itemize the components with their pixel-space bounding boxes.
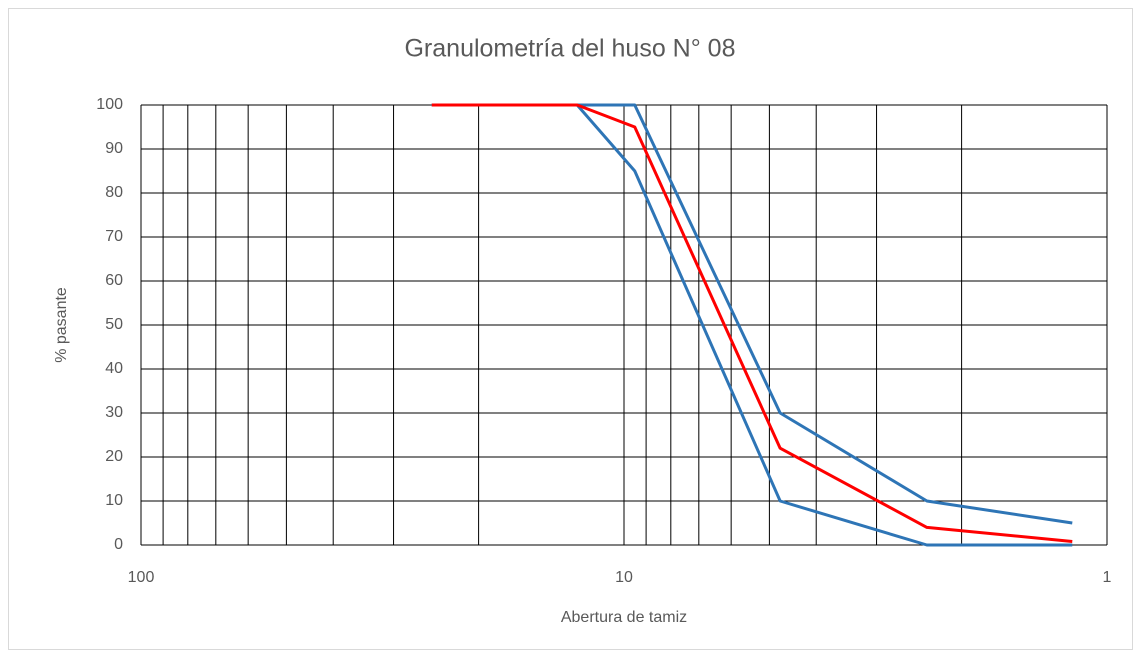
y-tick-label: 50 bbox=[105, 316, 123, 333]
data-line bbox=[431, 103, 1073, 543]
y-tick-label: 20 bbox=[105, 448, 123, 465]
x-tick-label: 10 bbox=[615, 569, 633, 586]
y-tick-label: 30 bbox=[105, 404, 123, 421]
y-tick-label: 80 bbox=[105, 184, 123, 201]
y-tick-label: 100 bbox=[96, 96, 123, 113]
y-tick-label: 0 bbox=[114, 536, 123, 553]
y-tick-label: 90 bbox=[105, 140, 123, 157]
y-tick-label: 40 bbox=[105, 360, 123, 377]
x-axis-title: Abertura de tamiz bbox=[561, 609, 687, 626]
chart-border bbox=[8, 8, 1133, 650]
x-tick-label: 100 bbox=[128, 569, 155, 586]
y-tick-label: 10 bbox=[105, 492, 123, 509]
y-tick-label: 60 bbox=[105, 272, 123, 289]
y-axis-title: % pasante bbox=[53, 287, 70, 363]
y-tick-label: 70 bbox=[105, 228, 123, 245]
x-tick-label: 1 bbox=[1103, 569, 1112, 586]
chart-title: Granulometría del huso N° 08 bbox=[404, 35, 735, 63]
